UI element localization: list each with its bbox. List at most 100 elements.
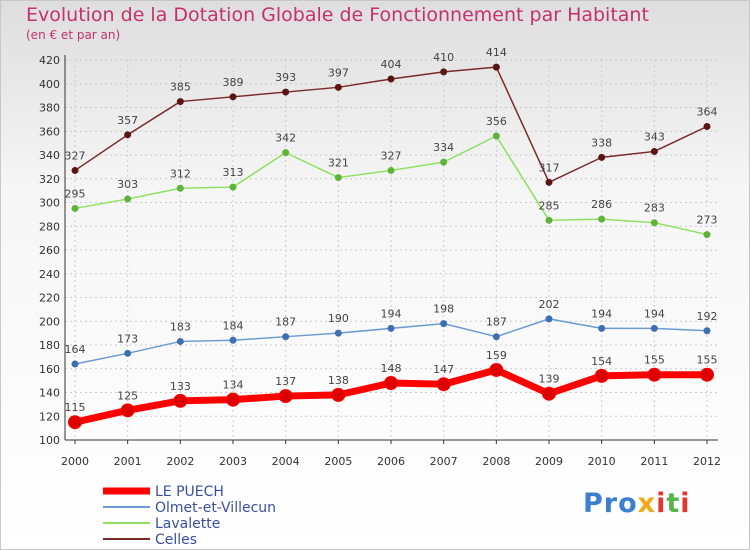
x-tick-label: 2001 — [114, 455, 142, 468]
data-point — [598, 215, 606, 223]
data-point — [384, 376, 398, 390]
data-label: 285 — [539, 199, 560, 212]
data-label: 138 — [328, 374, 349, 387]
data-label: 327 — [65, 149, 86, 162]
data-point — [703, 327, 711, 335]
data-point — [334, 174, 342, 182]
data-label: 397 — [328, 66, 349, 79]
y-tick-label: 340 — [39, 149, 60, 162]
y-tick-label: 380 — [39, 102, 60, 115]
data-point — [650, 147, 658, 155]
data-label: 295 — [65, 187, 86, 200]
data-point — [173, 393, 188, 408]
data-label: 164 — [65, 343, 86, 356]
data-point — [229, 336, 237, 344]
data-point — [124, 131, 132, 139]
x-tick-label: 2000 — [61, 455, 89, 468]
data-point — [650, 219, 658, 227]
x-tick-label: 2012 — [693, 455, 721, 468]
legend-label: Celles — [155, 532, 197, 548]
data-label: 327 — [381, 149, 402, 162]
data-point — [492, 333, 500, 341]
y-tick-label: 240 — [39, 268, 60, 281]
data-label: 273 — [697, 214, 718, 227]
data-point — [492, 63, 500, 71]
data-label: 155 — [697, 354, 718, 367]
data-label: 283 — [644, 202, 665, 215]
y-tick-label: 400 — [39, 78, 60, 91]
data-point — [176, 98, 184, 106]
data-point — [542, 386, 556, 401]
y-tick-label: 140 — [39, 387, 60, 400]
y-tick-label: 360 — [39, 125, 60, 138]
data-point — [71, 360, 79, 368]
data-point — [176, 337, 184, 345]
data-label: 389 — [223, 76, 244, 89]
chart-axes — [64, 55, 718, 444]
data-point — [282, 149, 290, 157]
data-point — [440, 158, 448, 166]
data-point — [331, 387, 346, 402]
data-point — [334, 83, 342, 91]
data-point — [647, 367, 662, 382]
y-tick-label: 160 — [39, 363, 60, 376]
data-point — [229, 93, 237, 101]
tick-labels: 100 120 140 160 180 200 220 240 260 280 300 320 340 3… — [39, 54, 721, 468]
data-label: 312 — [170, 167, 191, 180]
data-point — [703, 123, 711, 130]
chart-subtitle: (en € et par an) — [26, 28, 121, 42]
data-point — [387, 166, 395, 174]
data-point — [124, 195, 132, 203]
data-label: 133 — [170, 380, 191, 393]
y-tick-label: 260 — [39, 244, 60, 257]
data-point — [387, 324, 395, 332]
data-label: 194 — [591, 307, 612, 320]
data-label: 194 — [644, 307, 665, 320]
x-tick-label: 2008 — [482, 455, 510, 468]
data-point — [124, 349, 132, 357]
data-labels: 327 357 385 389 393 397 404 410 414 317 338 343 364 2… — [65, 46, 718, 414]
data-point — [387, 75, 395, 83]
x-tick-label: 2005 — [324, 455, 352, 468]
data-label: 393 — [275, 71, 296, 84]
x-tick-label: 2010 — [588, 455, 616, 468]
data-label: 313 — [223, 166, 244, 179]
y-tick-label: 120 — [39, 410, 60, 423]
data-label: 137 — [275, 375, 296, 388]
legend-label: Olmet-et-Villecun — [155, 500, 276, 516]
data-label: 342 — [275, 132, 296, 145]
y-tick-label: 300 — [39, 197, 60, 210]
data-label: 303 — [117, 178, 138, 191]
data-point — [489, 362, 504, 377]
data-point — [71, 204, 79, 212]
data-label: 184 — [223, 319, 244, 332]
x-tick-label: 2002 — [166, 455, 194, 468]
data-label: 192 — [697, 310, 718, 323]
series-lines — [68, 63, 714, 430]
y-tick-label: 320 — [39, 173, 60, 186]
data-point — [492, 132, 500, 140]
x-tick-label: 2007 — [430, 455, 458, 468]
data-label: 134 — [223, 379, 244, 392]
data-label: 317 — [539, 161, 560, 174]
data-point — [68, 415, 82, 430]
data-label: 364 — [697, 106, 718, 119]
data-label: 187 — [275, 316, 296, 329]
y-tick-label: 200 — [39, 315, 60, 328]
data-point — [545, 315, 553, 323]
data-label: 202 — [539, 298, 560, 311]
data-point — [282, 333, 290, 341]
y-tick-label: 180 — [39, 339, 60, 352]
data-point — [598, 153, 606, 161]
data-point — [334, 329, 342, 337]
data-point — [278, 389, 293, 404]
x-tick-label: 2006 — [377, 455, 405, 468]
legend-label: LE PUECH — [155, 484, 224, 500]
data-label: 385 — [170, 81, 191, 94]
data-label: 404 — [381, 58, 402, 71]
data-point — [700, 367, 714, 382]
data-label: 410 — [433, 51, 454, 64]
x-tick-label: 2009 — [535, 455, 563, 468]
data-label: 183 — [170, 320, 191, 333]
